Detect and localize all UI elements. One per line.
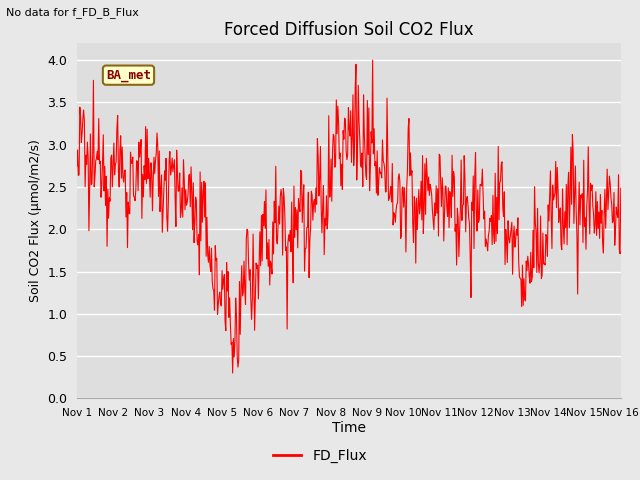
Legend: FD_Flux: FD_Flux — [268, 443, 372, 468]
Title: Forced Diffusion Soil CO2 Flux: Forced Diffusion Soil CO2 Flux — [224, 21, 474, 39]
Y-axis label: Soil CO2 Flux (μmol/m2/s): Soil CO2 Flux (μmol/m2/s) — [29, 139, 42, 302]
Text: BA_met: BA_met — [106, 69, 151, 82]
Text: No data for f_FD_B_Flux: No data for f_FD_B_Flux — [6, 7, 140, 18]
X-axis label: Time: Time — [332, 421, 366, 435]
